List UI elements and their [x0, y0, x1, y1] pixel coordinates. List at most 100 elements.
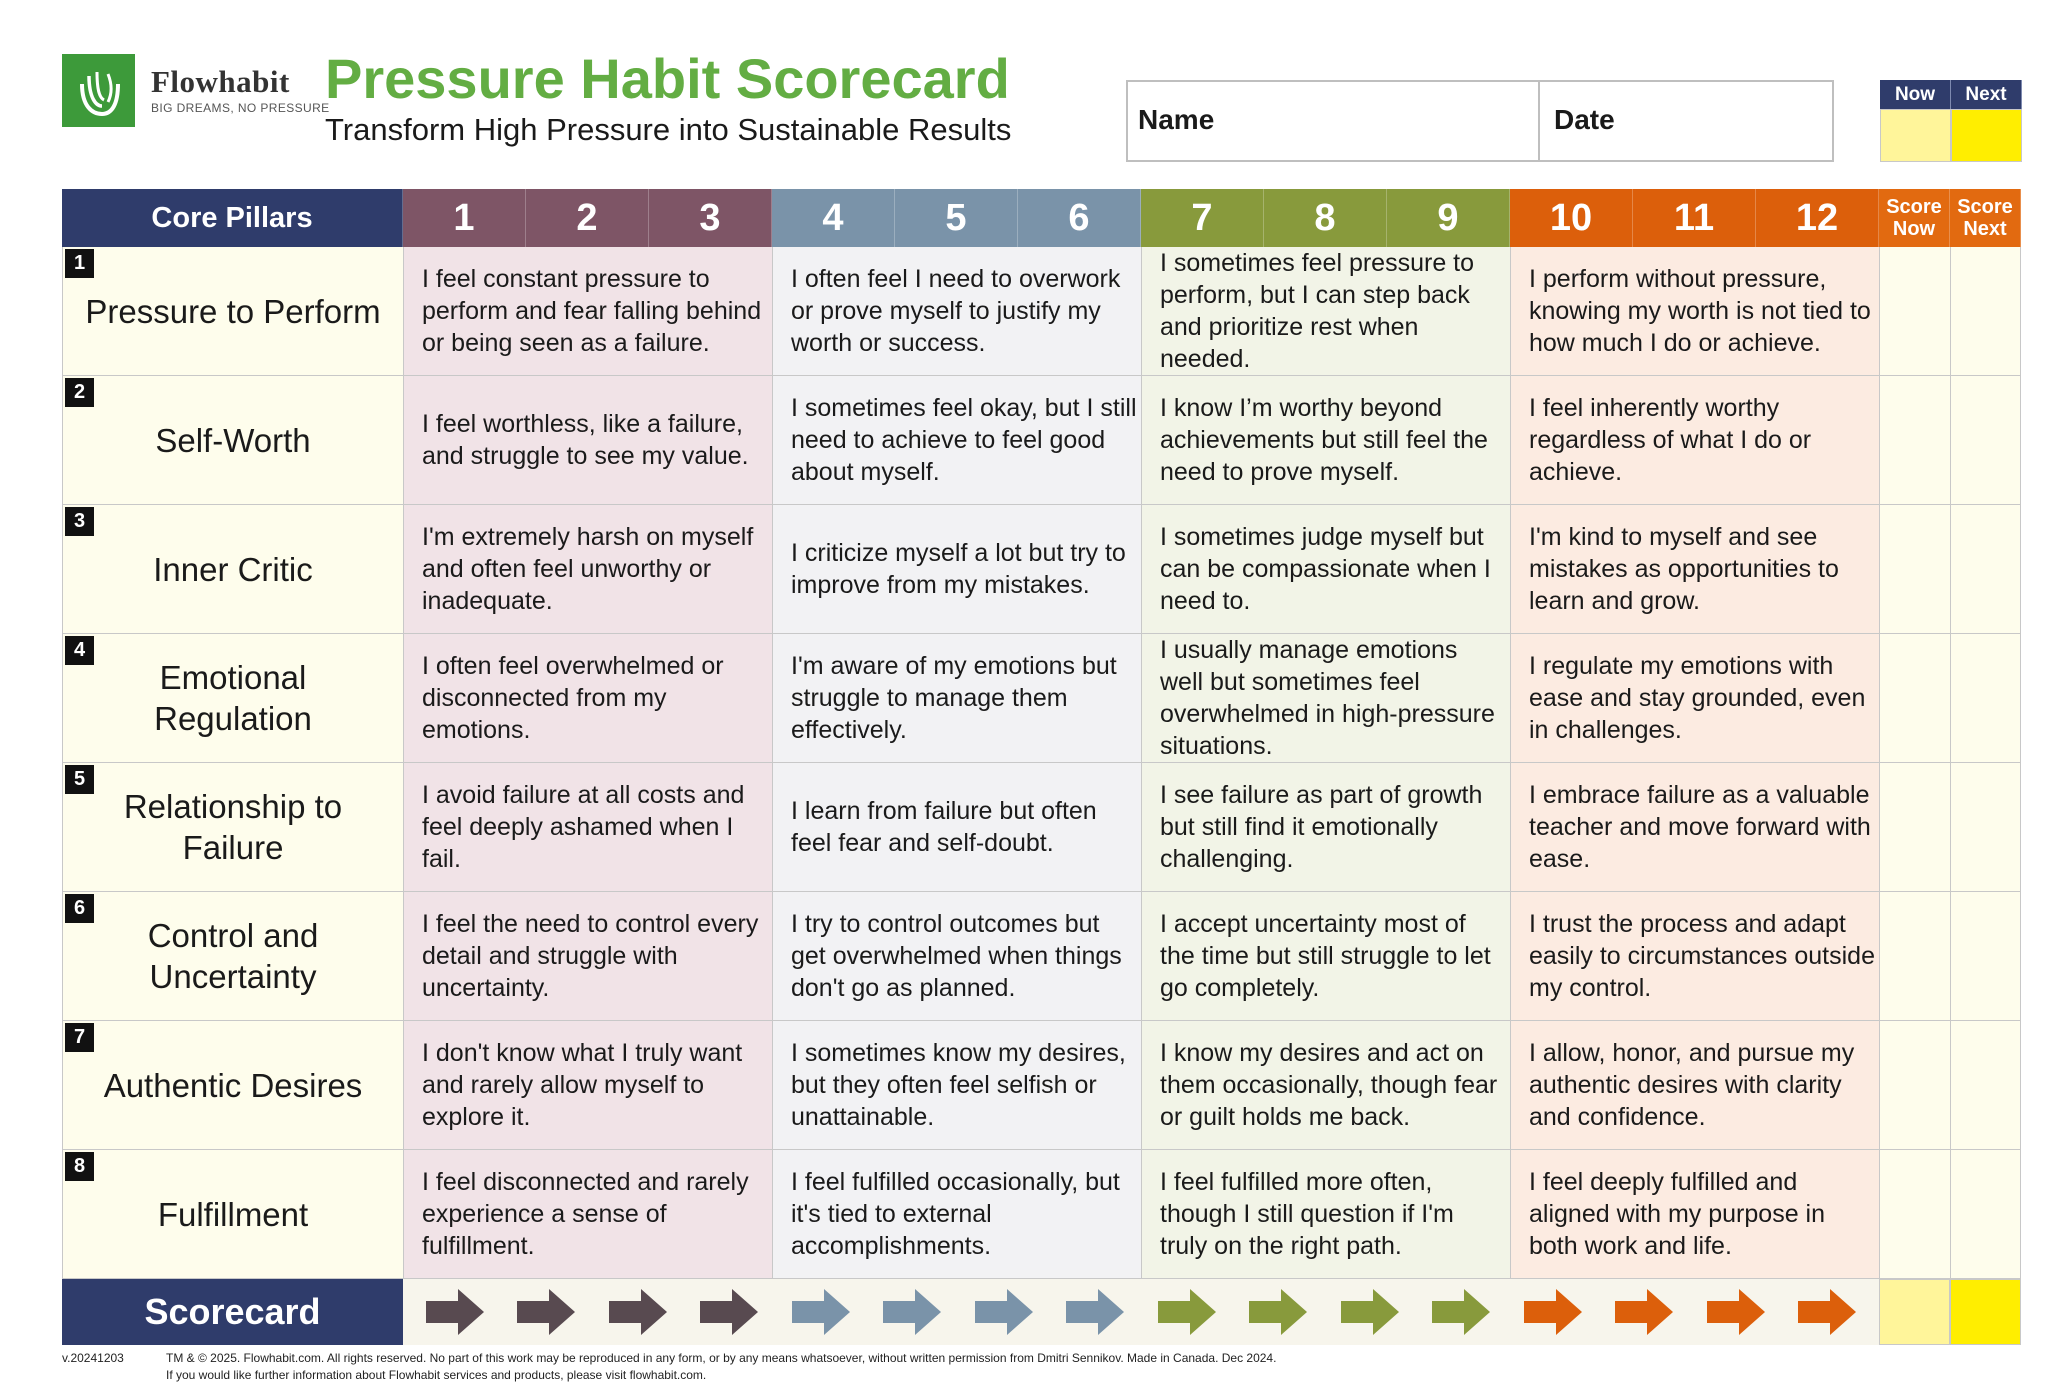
- score-next-cell[interactable]: [1950, 634, 2021, 763]
- level-description-cell[interactable]: I sometimes know my desires, but they of…: [772, 1021, 1141, 1150]
- name-field[interactable]: Name: [1128, 82, 1540, 160]
- right-arrow-icon: [883, 1289, 942, 1335]
- score-now-cell[interactable]: [1879, 634, 1950, 763]
- level-description-cell[interactable]: I sometimes judge myself but can be comp…: [1141, 505, 1510, 634]
- level-description-cell[interactable]: I criticize myself a lot but try to impr…: [772, 505, 1141, 634]
- pillar-label: Authentic Desires: [103, 1066, 363, 1104]
- score-next-cell[interactable]: [1950, 505, 2021, 634]
- right-arrow-icon: [1523, 1289, 1582, 1335]
- pillar-number-badge: 1: [65, 249, 94, 278]
- pillar-number-badge: 5: [65, 765, 94, 794]
- pillar-cell: 7 Authentic Desires: [62, 1021, 403, 1150]
- brand-name: Flowhabit: [151, 64, 290, 99]
- score-now-cell[interactable]: [1879, 892, 1950, 1021]
- pillar-label: Fulfillment: [157, 1195, 309, 1233]
- pillar-cell: 1 Pressure to Perform: [62, 247, 403, 376]
- pillar-cell: 3 Inner Critic: [62, 505, 403, 634]
- brand: Flowhabit BIG DREAMS, NO PRESSURE: [151, 64, 330, 116]
- level-description-cell[interactable]: I embrace failure as a valuable teacher …: [1510, 763, 1879, 892]
- score-now-cell[interactable]: [1879, 763, 1950, 892]
- level-header-5: 5: [895, 189, 1018, 247]
- version-label: v.20241203: [62, 1351, 124, 1365]
- level-description-cell[interactable]: I'm extremely harsh on myself and often …: [403, 505, 772, 634]
- pillar-cell: 5 Relationship to Failure: [62, 763, 403, 892]
- score-now-cell[interactable]: [1879, 1150, 1950, 1279]
- level-description-cell[interactable]: I sometimes feel pressure to perform, bu…: [1141, 247, 1510, 376]
- level-description-cell[interactable]: I often feel overwhelmed or disconnected…: [403, 634, 772, 763]
- level-description-cell[interactable]: I feel deeply fulfilled and aligned with…: [1510, 1150, 1879, 1279]
- now-next-legend: Now Next: [1880, 80, 2022, 162]
- core-pillars-header: Core Pillars: [62, 189, 403, 247]
- level-description-cell[interactable]: I feel fulfilled more often, though I st…: [1141, 1150, 1510, 1279]
- level-description-cell[interactable]: I often feel I need to overwork or prove…: [772, 247, 1141, 376]
- scorecard-arrows: [403, 1279, 1879, 1345]
- page-title: Pressure Habit Scorecard: [325, 47, 1010, 110]
- pillar-number-badge: 8: [65, 1152, 94, 1181]
- level-description-cell[interactable]: I perform without pressure, knowing my w…: [1510, 247, 1879, 376]
- level-description-cell[interactable]: I know my desires and act on them occasi…: [1141, 1021, 1510, 1150]
- score-now-cell[interactable]: [1879, 1021, 1950, 1150]
- pillar-number-badge: 2: [65, 378, 94, 407]
- level-description-cell[interactable]: I accept uncertainty most of the time bu…: [1141, 892, 1510, 1021]
- level-description-cell[interactable]: I feel constant pressure to perform and …: [403, 247, 772, 376]
- next-swatch[interactable]: [1951, 109, 2022, 162]
- level-description-cell[interactable]: I try to control outcomes but get overwh…: [772, 892, 1141, 1021]
- level-description-cell[interactable]: I feel the need to control every detail …: [403, 892, 772, 1021]
- pillar-label: Pressure to Perform: [85, 292, 381, 330]
- score-next-header-line: Score: [1957, 196, 2013, 218]
- right-arrow-icon: [1249, 1289, 1308, 1335]
- right-arrow-icon: [608, 1289, 667, 1335]
- score-next-cell[interactable]: [1950, 1150, 2021, 1279]
- copyright-text: TM & © 2025. Flowhabit.com. All rights r…: [166, 1350, 1276, 1384]
- copyright-line-2: If you would like further information ab…: [166, 1368, 707, 1382]
- right-arrow-icon: [700, 1289, 759, 1335]
- level-description-cell[interactable]: I don't know what I truly want and rarel…: [403, 1021, 772, 1150]
- score-next-cell[interactable]: [1950, 763, 2021, 892]
- score-next-cell[interactable]: [1950, 247, 2021, 376]
- now-swatch[interactable]: [1880, 109, 1951, 162]
- level-description-cell[interactable]: I feel disconnected and rarely experienc…: [403, 1150, 772, 1279]
- level-header-3: 3: [649, 189, 772, 247]
- pillar-label: Self-Worth: [155, 421, 311, 459]
- score-now-cell[interactable]: [1879, 505, 1950, 634]
- scorecard-total-now[interactable]: [1879, 1279, 1950, 1345]
- pillar-number-badge: 7: [65, 1023, 94, 1052]
- level-description-cell[interactable]: I avoid failure at all costs and feel de…: [403, 763, 772, 892]
- right-arrow-icon: [1432, 1289, 1491, 1335]
- level-description-cell[interactable]: I allow, honor, and pursue my authentic …: [1510, 1021, 1879, 1150]
- right-arrow-icon: [425, 1289, 484, 1335]
- level-description-cell[interactable]: I see failure as part of growth but stil…: [1141, 763, 1510, 892]
- level-header-8: 8: [1264, 189, 1387, 247]
- level-description-cell[interactable]: I know I’m worthy beyond achievements bu…: [1141, 376, 1510, 505]
- right-arrow-icon: [1615, 1289, 1674, 1335]
- level-description-cell[interactable]: I feel fulfilled occasionally, but it's …: [772, 1150, 1141, 1279]
- level-description-cell[interactable]: I feel worthless, like a failure, and st…: [403, 376, 772, 505]
- level-description-cell[interactable]: I regulate my emotions with ease and sta…: [1510, 634, 1879, 763]
- level-header-12: 12: [1756, 189, 1879, 247]
- right-arrow-icon: [1157, 1289, 1216, 1335]
- right-arrow-icon: [791, 1289, 850, 1335]
- score-next-cell[interactable]: [1950, 892, 2021, 1021]
- right-arrow-icon: [974, 1289, 1033, 1335]
- pillar-cell: 2 Self-Worth: [62, 376, 403, 505]
- level-description-cell[interactable]: I trust the process and adapt easily to …: [1510, 892, 1879, 1021]
- scorecard-total-next[interactable]: [1950, 1279, 2021, 1345]
- score-now-cell[interactable]: [1879, 376, 1950, 505]
- level-header-2: 2: [526, 189, 649, 247]
- score-now-cell[interactable]: [1879, 247, 1950, 376]
- level-description-cell[interactable]: I usually manage emotions well but somet…: [1141, 634, 1510, 763]
- score-now-header-line: Now: [1892, 218, 1936, 240]
- right-arrow-icon: [517, 1289, 576, 1335]
- score-next-cell[interactable]: [1950, 1021, 2021, 1150]
- level-description-cell[interactable]: I feel inherently worthy regardless of w…: [1510, 376, 1879, 505]
- score-next-cell[interactable]: [1950, 376, 2021, 505]
- right-arrow-icon: [1798, 1289, 1857, 1335]
- level-description-cell[interactable]: I'm aware of my emotions but struggle to…: [772, 634, 1141, 763]
- level-description-cell[interactable]: I'm kind to myself and see mistakes as o…: [1510, 505, 1879, 634]
- flowhabit-leaf-logo-icon: [62, 54, 135, 127]
- level-description-cell[interactable]: I learn from failure but often feel fear…: [772, 763, 1141, 892]
- date-field[interactable]: Date: [1554, 104, 1615, 135]
- right-arrow-icon: [1066, 1289, 1125, 1335]
- right-arrow-icon: [1706, 1289, 1765, 1335]
- level-description-cell[interactable]: I sometimes feel okay, but I still need …: [772, 376, 1141, 505]
